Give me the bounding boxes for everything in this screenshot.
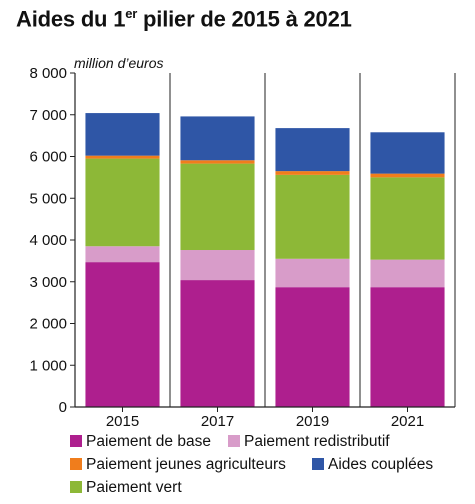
legend-label: Aides couplées <box>328 456 434 473</box>
legend-label: Paiement de base <box>86 433 211 450</box>
bar-segment-paiement-de-base-2017 <box>180 280 255 407</box>
legend-swatch <box>228 435 240 447</box>
bar-segment-paiement-jeunes-agriculteurs-2019 <box>275 171 350 175</box>
axes-layer <box>70 72 456 412</box>
y-tick-label: 3 000 <box>29 274 67 291</box>
bar-segment-paiement-jeunes-agriculteurs-2015 <box>85 155 160 159</box>
legend-item-paiement-de-base: Paiement de base <box>70 433 211 451</box>
x-tick-label: 2015 <box>106 413 139 430</box>
bar-segment-paiement-jeunes-agriculteurs-2021 <box>370 173 445 178</box>
legend-swatch <box>70 481 82 493</box>
legend-label: Paiement jeunes agriculteurs <box>86 456 286 473</box>
bar-segment-paiement-redistributif-2017 <box>180 250 255 281</box>
bar-segment-paiement-redistributif-2015 <box>85 246 160 263</box>
y-axis-unit-label: million d’euros <box>74 55 164 71</box>
bar-segment-paiement-vert-2021 <box>370 177 445 260</box>
y-tick-label: 2 000 <box>29 316 67 333</box>
bar-segment-paiement-redistributif-2019 <box>275 258 350 288</box>
bars-layer <box>85 113 445 407</box>
x-tick-label: 2017 <box>201 413 234 430</box>
legend-swatch <box>70 435 82 447</box>
bar-segment-aides-coupl-es-2015 <box>85 113 160 156</box>
x-tick-label: 2019 <box>296 413 329 430</box>
bar-segment-paiement-de-base-2021 <box>370 287 445 407</box>
legend-item-paiement-redistributif: Paiement redistributif <box>228 433 390 451</box>
legend-swatch <box>312 458 324 470</box>
bar-segment-aides-coupl-es-2017 <box>180 116 255 161</box>
bar-segment-paiement-vert-2015 <box>85 158 160 247</box>
bar-segment-paiement-de-base-2019 <box>275 287 350 407</box>
chart-title: Aides du 1er pilier de 2015 à 2021 <box>16 6 352 32</box>
legend: Paiement de base Paiement redistributif Pa… <box>0 428 475 504</box>
y-tick-label: 6 000 <box>29 149 67 166</box>
bar-segment-paiement-redistributif-2021 <box>370 259 445 288</box>
legend-item-paiement-jeunes-agriculteurs: Paiement jeunes agriculteurs <box>70 456 286 474</box>
bar-segment-paiement-vert-2017 <box>180 163 255 251</box>
legend-item-paiement-vert: Paiement vert <box>70 479 182 497</box>
legend-swatch <box>70 458 82 470</box>
bar-segment-paiement-jeunes-agriculteurs-2017 <box>180 160 255 164</box>
y-tick-label: 5 000 <box>29 190 67 207</box>
labels-layer: 2015 2017 2019 2021 0 1 000 2 000 3 000 4 000 5 0… <box>29 65 424 430</box>
bar-segment-paiement-vert-2019 <box>275 174 350 259</box>
x-tick-label: 2021 <box>391 413 424 430</box>
legend-item-aides-coupl-es: Aides couplées <box>312 456 433 474</box>
bar-segment-aides-coupl-es-2021 <box>370 132 445 174</box>
bar-segment-paiement-de-base-2015 <box>85 262 160 407</box>
bar-segment-aides-coupl-es-2019 <box>275 128 350 172</box>
stacked-bar-chart: 2015 2017 2019 2021 0 1 000 2 000 3 000 4 000 5 0… <box>29 65 456 430</box>
y-tick-label: 0 <box>59 399 67 416</box>
y-tick-label: 7 000 <box>29 107 67 124</box>
y-tick-label: 8 000 <box>29 65 67 82</box>
y-tick-label: 4 000 <box>29 232 67 249</box>
y-tick-label: 1 000 <box>29 357 67 374</box>
legend-label: Paiement redistributif <box>244 433 390 450</box>
legend-label: Paiement vert <box>86 479 182 496</box>
